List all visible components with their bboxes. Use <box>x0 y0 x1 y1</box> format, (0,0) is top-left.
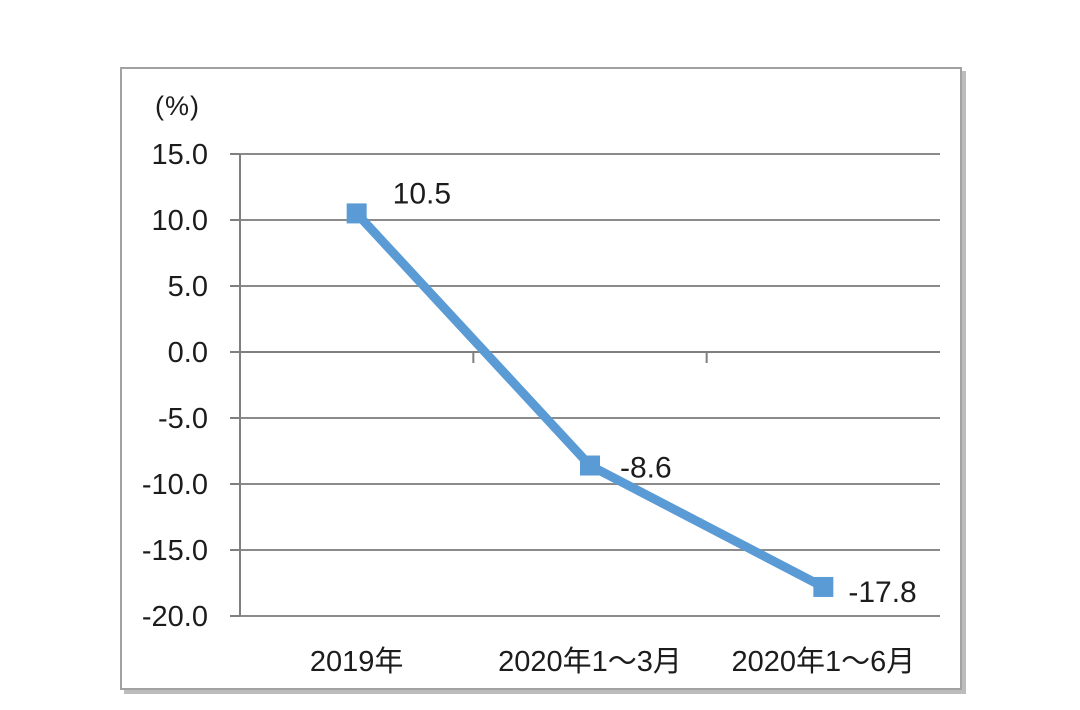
data-point-marker <box>580 455 600 476</box>
x-tick-label: 2020年1～3月 <box>498 645 682 678</box>
data-point-marker <box>346 203 367 224</box>
chart-frame: (%) 15.0 10.0 5.0 0.0 -5.0 -10.0 -15.0 -20.0 201… <box>120 67 962 690</box>
chart-plot: 15.0 10.0 5.0 0.0 -5.0 -10.0 -15.0 -20.0 2019年 20… <box>142 139 940 678</box>
data-label: -17.8 <box>848 576 916 609</box>
data-point-marker <box>813 576 834 597</box>
y-tick-label: -5.0 <box>158 403 208 435</box>
y-tick-label: -20.0 <box>142 601 208 633</box>
y-tick-label: -15.0 <box>142 535 208 567</box>
data-label: -8.6 <box>620 452 672 485</box>
y-tick-label: 10.0 <box>152 205 208 237</box>
x-tick-label: 2020年1～6月 <box>731 645 915 678</box>
series-line <box>353 210 826 591</box>
y-tick-label: 0.0 <box>168 337 208 369</box>
data-label: 10.5 <box>393 177 451 210</box>
y-tick-label: -10.0 <box>142 469 208 501</box>
y-axis-unit-label: (%) <box>155 91 200 121</box>
x-tick-label: 2019年 <box>310 645 404 678</box>
y-tick-label: 15.0 <box>152 139 208 171</box>
y-tick-label: 5.0 <box>168 271 208 303</box>
